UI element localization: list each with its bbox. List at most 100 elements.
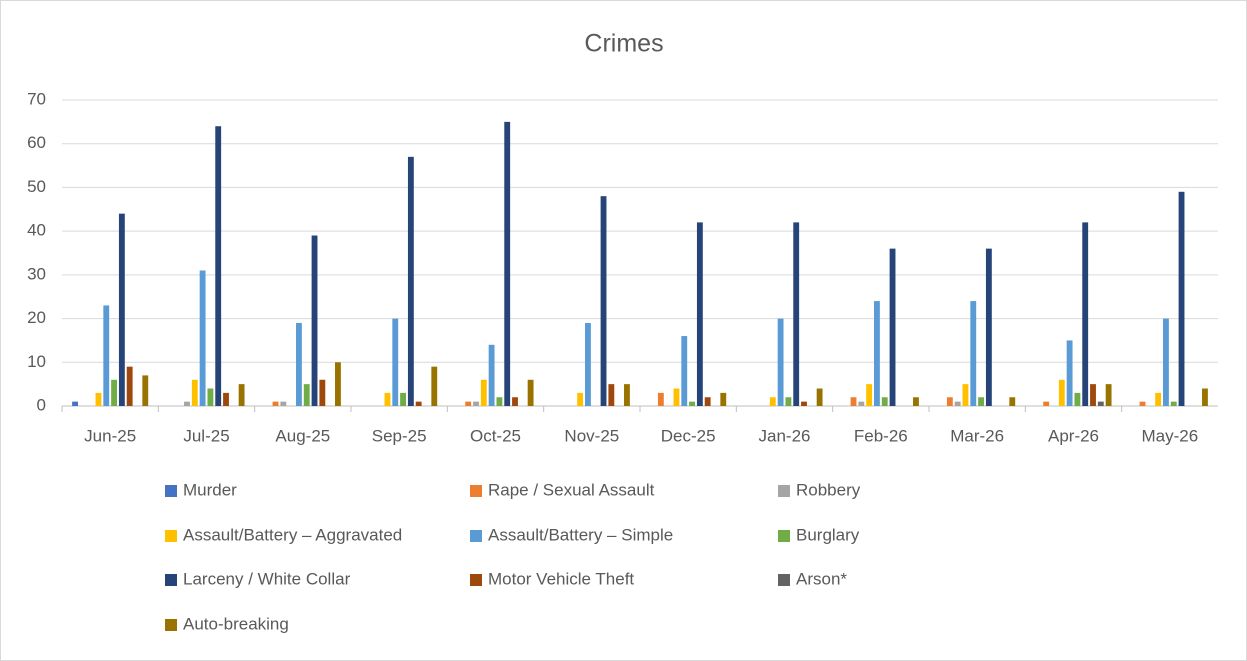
x-tick-label: Mar-26 — [950, 426, 1004, 445]
bar — [142, 375, 149, 406]
x-tick-label: Jan-26 — [759, 426, 811, 445]
bar — [384, 392, 391, 406]
bar — [431, 366, 438, 406]
bar — [473, 401, 479, 406]
bar — [488, 344, 495, 406]
bar — [769, 397, 776, 406]
legend-swatch — [165, 574, 177, 586]
bar — [913, 397, 919, 406]
bar — [319, 379, 326, 406]
chart-title: Crimes — [584, 30, 663, 58]
bar — [103, 305, 110, 406]
bar — [1178, 191, 1185, 406]
bar — [407, 156, 414, 406]
bar — [1139, 401, 1146, 406]
bar — [874, 301, 880, 406]
legend-label: Murder — [183, 480, 237, 499]
bar — [480, 379, 487, 406]
bar — [793, 222, 800, 406]
bar — [681, 336, 688, 406]
bar — [303, 384, 310, 406]
x-tick-label: Jun-25 — [84, 426, 136, 445]
x-tick-label: Apr-26 — [1048, 426, 1099, 445]
y-tick-label: 20 — [27, 308, 46, 327]
y-tick-label: 60 — [27, 133, 46, 152]
bar — [1155, 392, 1162, 406]
legend-label: Assault/Battery – Aggravated — [183, 525, 402, 544]
bar — [191, 379, 198, 406]
bar — [962, 384, 969, 406]
legend-swatch — [165, 485, 177, 497]
bar — [889, 248, 896, 406]
y-tick-label: 70 — [27, 89, 46, 108]
legend-swatch — [165, 619, 177, 631]
bar — [392, 318, 399, 406]
bar — [577, 392, 584, 406]
bar — [1009, 397, 1016, 406]
x-tick-label: Jul-25 — [183, 426, 229, 445]
bar — [970, 301, 977, 406]
bar — [1090, 384, 1096, 406]
bar — [985, 248, 992, 406]
bar — [1097, 401, 1104, 406]
bar — [207, 388, 214, 406]
legend-label: Arson* — [796, 569, 847, 588]
bar — [600, 196, 607, 406]
bar — [946, 397, 953, 406]
bar — [673, 388, 680, 406]
legend-swatch — [778, 530, 790, 542]
bar — [504, 121, 511, 406]
x-tick-label: Dec-25 — [661, 426, 716, 445]
bar — [816, 388, 823, 406]
bar — [954, 401, 961, 406]
bar — [1170, 401, 1177, 406]
bar — [1074, 392, 1081, 406]
x-tick-label: Oct-25 — [470, 426, 521, 445]
legend-swatch — [778, 485, 790, 497]
bar — [296, 322, 302, 406]
bar — [777, 318, 784, 406]
bar — [111, 379, 117, 406]
bar — [801, 401, 807, 406]
bar — [1043, 401, 1050, 406]
legend-label: Assault/Battery – Simple — [488, 525, 673, 544]
legend-swatch — [470, 485, 482, 497]
bar — [608, 384, 615, 406]
bar — [199, 270, 206, 406]
bar — [126, 366, 133, 406]
x-tick-label: Feb-26 — [854, 426, 908, 445]
y-tick-label: 10 — [27, 352, 46, 371]
bar — [215, 126, 222, 406]
x-tick-label: Aug-25 — [275, 426, 330, 445]
bar — [858, 401, 865, 406]
legend-label: Motor Vehicle Theft — [488, 569, 634, 588]
bar — [785, 397, 792, 406]
y-tick-label: 0 — [37, 395, 46, 414]
bar — [280, 401, 287, 406]
bar — [1163, 318, 1169, 406]
bar — [118, 213, 125, 406]
bar — [311, 235, 318, 406]
bar — [689, 401, 695, 406]
bar — [704, 397, 711, 406]
legend-label: Auto-breaking — [183, 614, 289, 633]
bar — [1066, 340, 1073, 406]
bar — [657, 392, 664, 406]
bar — [696, 222, 703, 406]
bar — [415, 401, 422, 406]
legend-swatch — [778, 574, 790, 586]
legend-swatch — [165, 530, 177, 542]
bar — [585, 322, 591, 406]
bar — [1202, 388, 1208, 406]
legend-label: Rape / Sexual Assault — [488, 480, 655, 499]
bar — [184, 401, 190, 406]
bar — [272, 401, 279, 406]
legend-label: Burglary — [796, 525, 860, 544]
x-tick-label: Nov-25 — [564, 426, 619, 445]
bar — [850, 397, 857, 406]
bar — [1105, 384, 1112, 406]
bar — [95, 392, 102, 406]
bar — [335, 362, 341, 406]
bar — [72, 401, 78, 406]
legend-swatch — [470, 574, 482, 586]
